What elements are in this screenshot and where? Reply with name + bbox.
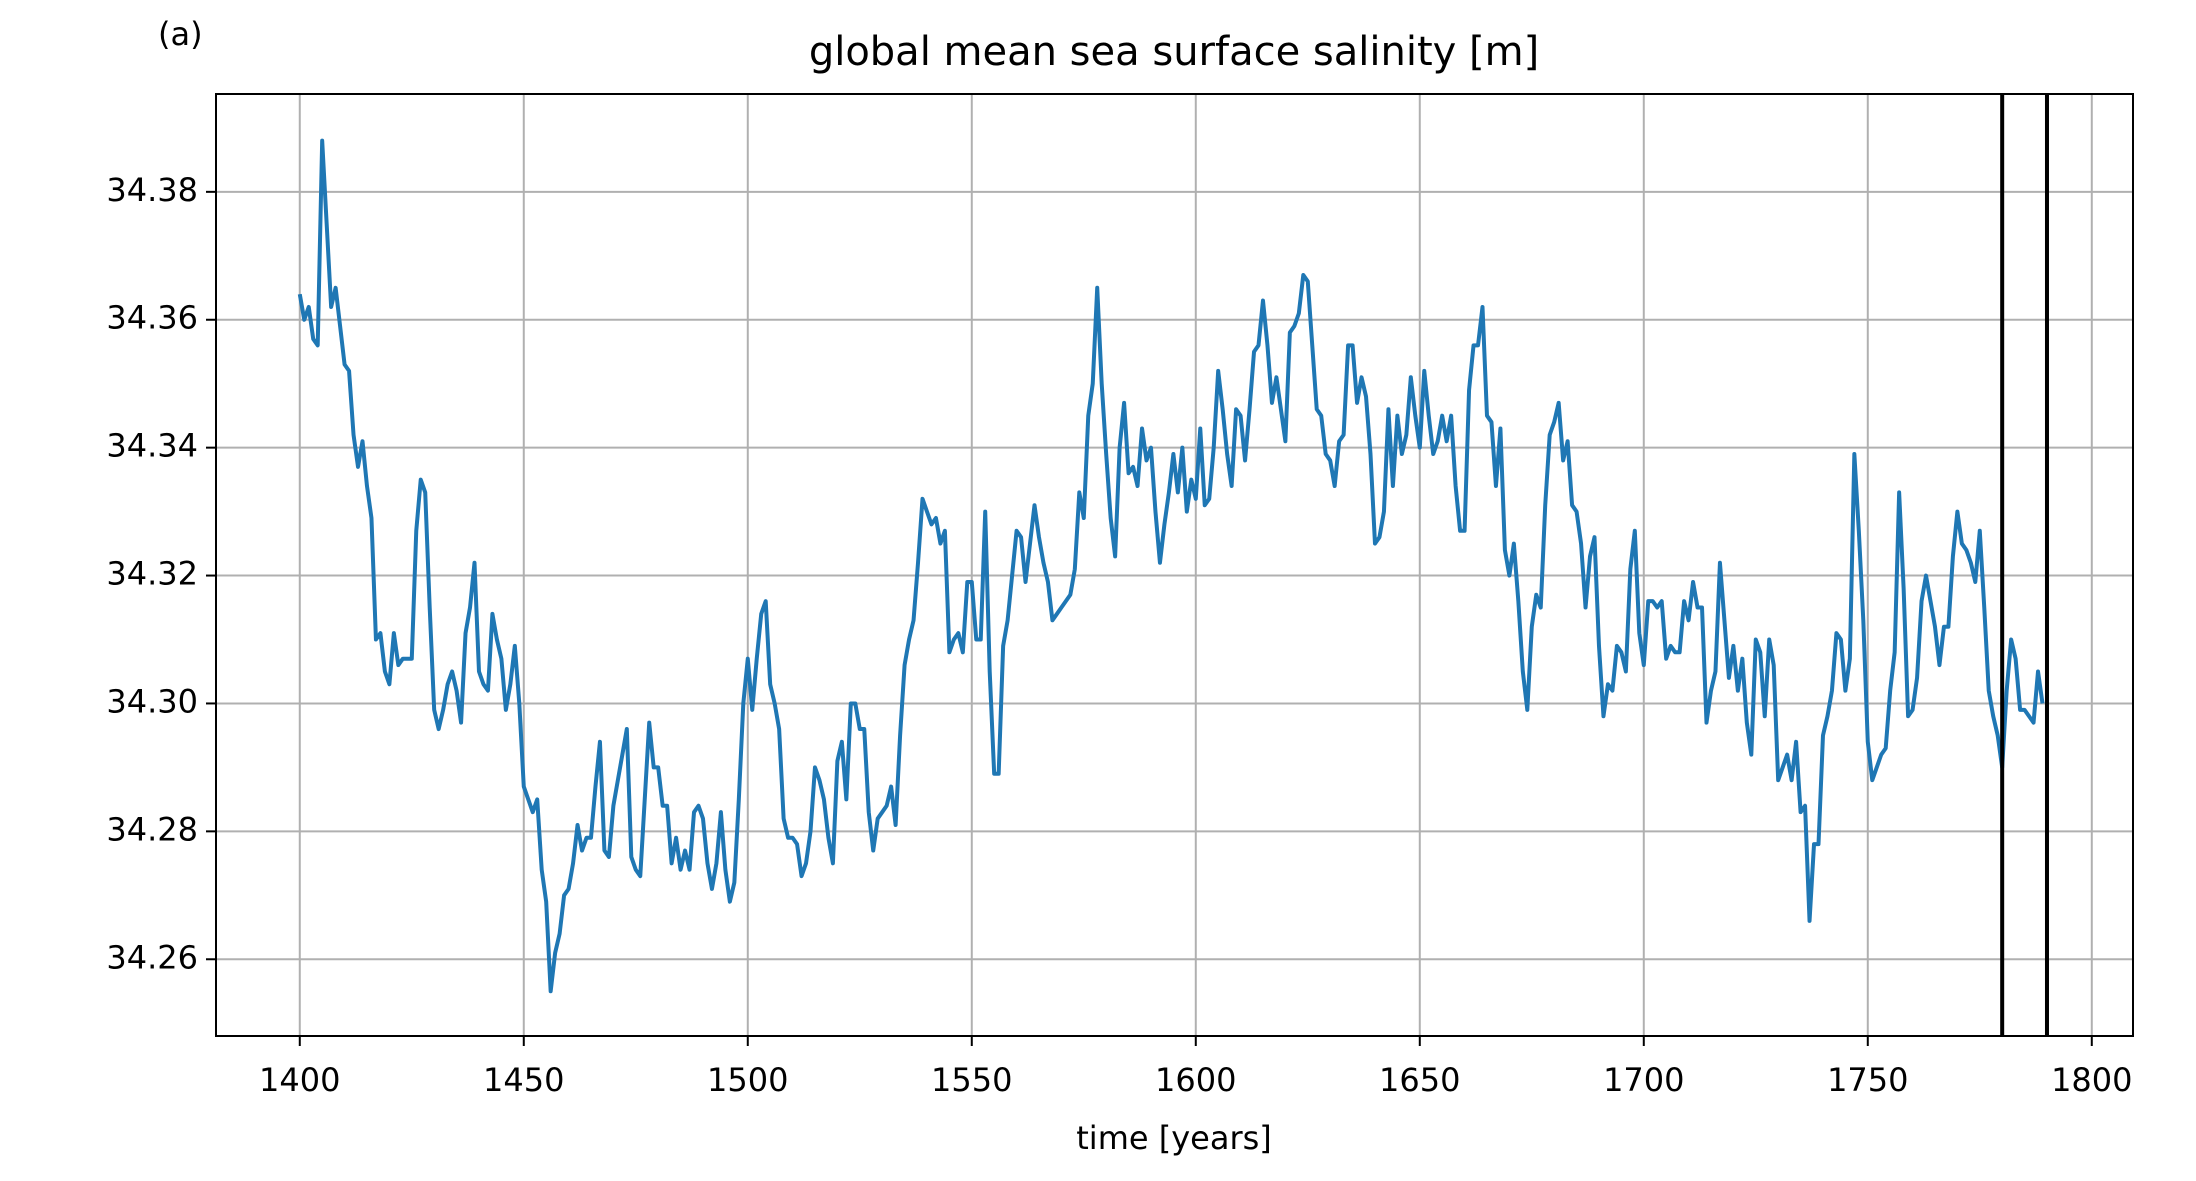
y-tick-label: 34.26 xyxy=(106,938,198,976)
x-tick-label: 1600 xyxy=(1155,1061,1236,1099)
data-line xyxy=(297,138,2045,994)
x-tick-label: 1500 xyxy=(707,1061,788,1099)
x-axis-label: time [years] xyxy=(1076,1119,1272,1157)
x-tick-label: 1800 xyxy=(2051,1061,2132,1099)
x-tick-label: 1750 xyxy=(1827,1061,1908,1099)
x-tick-label: 1400 xyxy=(259,1061,340,1099)
y-tick-label: 34.32 xyxy=(106,555,198,593)
y-tick-label: 34.38 xyxy=(106,171,198,209)
x-tick-label: 1700 xyxy=(1603,1061,1684,1099)
chart-title: global mean sea surface salinity [m] xyxy=(809,29,1539,75)
y-tick-label: 34.30 xyxy=(106,682,198,720)
y-tick-label: 34.28 xyxy=(106,810,198,848)
x-tick-label: 1450 xyxy=(483,1061,564,1099)
axes-frame xyxy=(215,93,2134,1037)
panel-label: (a) xyxy=(158,15,203,53)
y-tick-label: 34.36 xyxy=(106,299,198,337)
y-tick-label: 34.34 xyxy=(106,427,198,465)
x-tick-label: 1550 xyxy=(931,1061,1012,1099)
x-tick-label: 1650 xyxy=(1379,1061,1460,1099)
